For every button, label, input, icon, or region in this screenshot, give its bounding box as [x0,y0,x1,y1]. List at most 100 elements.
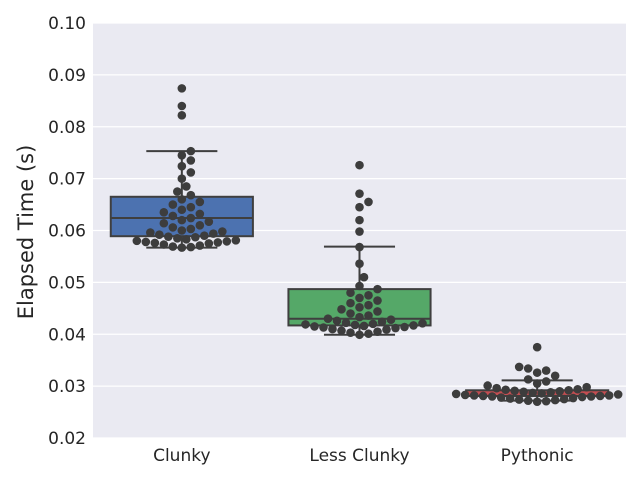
swarm-point [177,226,187,235]
swarm-point [355,281,364,291]
swarm-point [469,391,479,400]
swarm-point [341,318,351,328]
swarm-point [186,202,196,212]
swarm-point [177,195,187,204]
swarm-point [537,389,546,398]
swarm-point [319,323,328,332]
swarm-point [191,232,200,242]
swarm-point [541,366,551,375]
y-tick-label: 0.07 [48,170,86,190]
swarm-point [177,205,187,215]
swarm-point [310,322,319,331]
swarm-point [492,383,501,393]
swarm-point [328,324,337,334]
swarm-point [577,392,587,402]
y-tick-label: 0.02 [48,429,86,449]
swarm-point [332,316,342,326]
swarm-point [532,379,542,388]
swarm-point [595,391,605,401]
swarm-point [460,390,470,400]
swarm-point [418,319,427,328]
swarm-point [487,392,497,401]
swarm-point [186,224,196,234]
swarm-point [177,111,187,120]
swarm-point [586,392,596,401]
swarm-point [301,320,310,329]
swarm-point [168,242,178,251]
swarm-point [195,209,205,219]
swarm-point [204,217,214,226]
swarm-point [195,241,205,250]
swarm-point [186,168,196,177]
x-tick-label: Clunky [153,446,210,466]
swarm-point [483,381,492,390]
swarm-point [177,161,187,171]
swarm-point [355,189,364,198]
swarm-point [364,329,373,339]
swarm-point [355,259,364,269]
swarm-point [186,242,196,252]
swarm-point [355,242,364,252]
swarm-point [550,371,560,381]
swarm-point [141,237,151,247]
swarm-point [523,375,533,384]
swarm-point [218,227,227,236]
swarm-point [209,229,218,238]
swarm-point [177,150,187,160]
swarm-point [582,382,591,392]
swarm-point [195,197,205,207]
swarm-point [182,182,191,191]
swarm-point [355,160,364,170]
swarm-point [364,300,373,310]
swarm-point [177,84,187,93]
swarm-point [355,202,364,212]
swarm-point [364,311,373,320]
swarm-point [373,307,382,316]
swarm-point [177,243,187,252]
swarm-point [550,395,560,405]
swarm-point [182,235,191,244]
swarm-point [555,387,564,396]
swarm-points [132,84,623,406]
swarm-point [564,385,573,395]
swarm-point [568,393,578,403]
swarm-point [337,305,346,314]
swarm-point [377,317,387,327]
swarm-point [510,386,519,396]
swarm-point [400,322,409,332]
swarm-point [204,239,214,248]
x-tick-labels: Clunky Less Clunky Pythonic [153,446,574,466]
swarm-point [323,314,333,323]
swarm-point [528,388,537,398]
swarm-point [350,320,360,330]
swarm-point [146,228,155,237]
swarm-point [409,321,418,330]
swarm-point [355,312,364,322]
swarm-point [559,394,569,404]
swarm-point [173,187,182,196]
swarm-point [373,296,382,305]
swarm-point [501,385,510,395]
swarm-point [337,326,346,335]
swarm-point [168,223,178,232]
swarm-point [613,390,623,399]
swarm-point [155,230,164,239]
swarm-point [355,293,364,303]
swarm-point [177,101,187,111]
y-tick-label: 0.08 [48,118,86,138]
swarm-point [150,238,160,248]
swarm-point [355,330,364,340]
swarm-point [523,396,533,405]
swarm-point [359,321,369,331]
swarm-point [346,328,355,337]
swarm-point [159,208,169,217]
swarm-point [573,384,582,394]
swarm-point [359,272,369,282]
swarm-point [541,377,551,386]
swarm-point [514,362,524,372]
swarm-point [604,391,614,400]
swarm-point [496,393,506,402]
swarm-point [364,291,373,300]
